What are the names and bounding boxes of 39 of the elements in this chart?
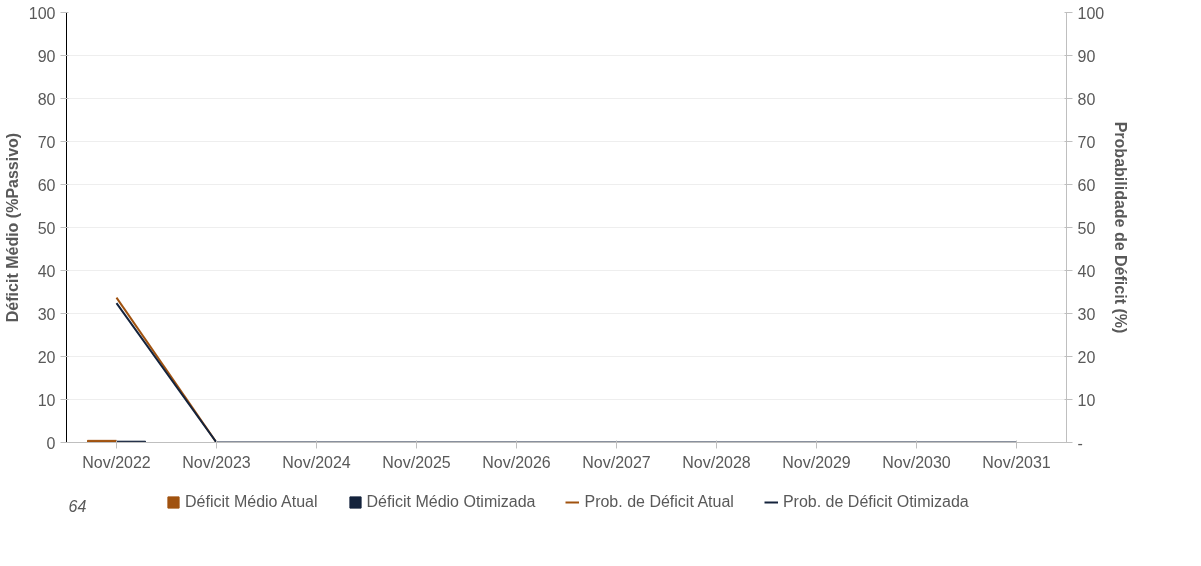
text: 64 (68, 497, 87, 515)
y2-tick-label: 80 (1077, 90, 1096, 108)
y2-tick-label: 40 (1077, 262, 1096, 280)
y2-tick-label: 70 (1077, 133, 1096, 151)
y-tick-label: 30 (37, 305, 56, 323)
x-tick-label: Nov/2028 (682, 453, 751, 471)
y-tick-label: 60 (37, 176, 56, 194)
x-tick-label: Nov/2027 (582, 453, 651, 471)
legend-label: Déficit Médio Atual (185, 493, 318, 511)
x-tick-label: Nov/2024 (282, 453, 351, 471)
y2-tick-label: 60 (1077, 176, 1096, 194)
y-tick-label: 40 (37, 262, 56, 280)
x-tick-label: Nov/2026 (482, 453, 551, 471)
legend-label: Prob. de Déficit Atual (584, 493, 734, 511)
x-tick-label: Nov/2022 (82, 453, 151, 471)
y-tick-label: 80 (37, 90, 56, 108)
y-tick-label: 50 (37, 219, 56, 237)
legend-label: Déficit Médio Otimizada (366, 493, 536, 511)
y2-axis-title: Probabilidade de Déficit (%) (1112, 121, 1130, 334)
y-tick-label: 70 (37, 133, 56, 151)
y2-tick-label: 90 (1077, 47, 1096, 65)
legend-label: Prob. de Déficit Otimizada (782, 493, 969, 511)
x-tick-label: Nov/2025 (382, 453, 451, 471)
y2-tick-label: 100 (1077, 4, 1105, 22)
x-tick-label: Nov/2029 (782, 453, 851, 471)
x-tick-label: Nov/2023 (182, 453, 251, 471)
y-tick-label: 100 (28, 4, 56, 22)
y-axis-title: Déficit Médio (%Passivo) (3, 132, 21, 323)
y2-tick-label: 50 (1077, 219, 1096, 237)
y-tick-label: 20 (37, 348, 56, 366)
y-tick-label: 90 (37, 47, 56, 65)
y2-tick-label: 30 (1077, 305, 1096, 323)
y-tick-label: 0 (46, 434, 56, 452)
x-tick-label: Nov/2031 (982, 453, 1051, 471)
x-tick-label: Nov/2030 (882, 453, 951, 471)
y2-tick-label: - (1077, 434, 1083, 452)
y2-tick-label: 20 (1077, 348, 1096, 366)
y2-tick-label: 10 (1077, 391, 1096, 409)
y-tick-label: 10 (37, 391, 56, 409)
